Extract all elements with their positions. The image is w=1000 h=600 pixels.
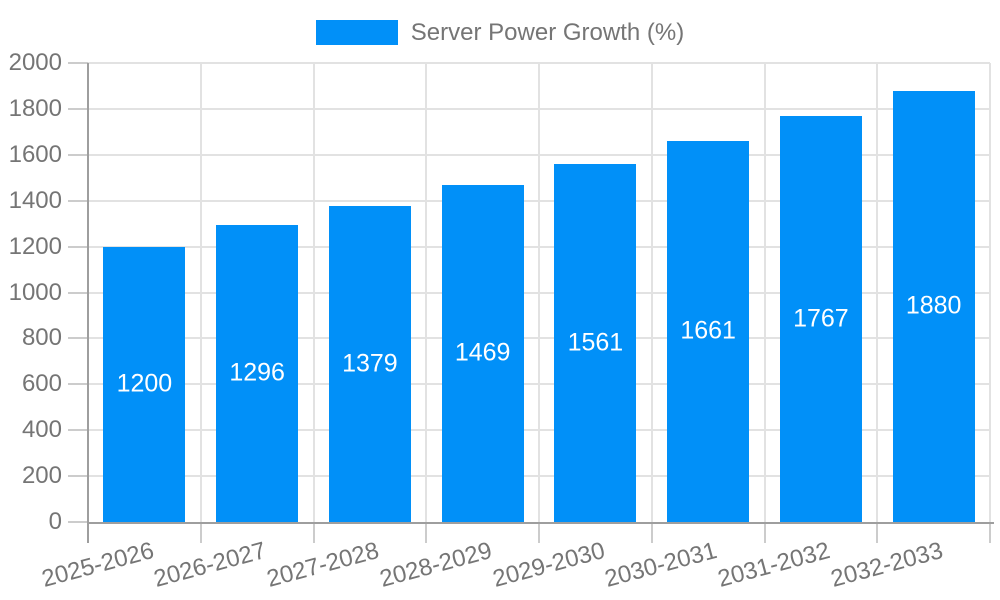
x-axis-category-label: 2025-2026 — [38, 537, 157, 593]
x-axis-category-label: 2028-2029 — [376, 537, 495, 593]
x-axis-category-label: 2026-2027 — [151, 537, 270, 593]
bar-value-label: 1296 — [229, 358, 285, 387]
gridline-vertical — [425, 63, 428, 522]
x-axis-category-label: 2032-2033 — [827, 537, 946, 593]
y-axis-tick-label: 800 — [21, 324, 62, 352]
x-axis-tick — [876, 524, 879, 543]
y-axis-tick — [68, 245, 88, 248]
gridline-vertical — [876, 63, 879, 522]
x-axis-tick — [312, 524, 315, 543]
y-axis-tick-label: 2000 — [8, 49, 62, 76]
y-axis-tick-label: 0 — [48, 508, 62, 535]
legend-swatch — [315, 20, 398, 45]
gridline-vertical — [312, 63, 315, 522]
gridline-vertical — [989, 63, 991, 522]
bar: 1469 — [441, 184, 524, 522]
y-axis-tick-label: 1000 — [8, 278, 62, 306]
y-axis-tick — [68, 383, 88, 386]
bar: 1767 — [779, 116, 862, 522]
gridline-vertical — [199, 63, 202, 522]
x-axis-tick — [989, 524, 991, 543]
legend: Server Power Growth (%) — [0, 18, 1000, 46]
bar-value-label: 1880 — [905, 291, 962, 320]
x-axis-line — [87, 522, 994, 524]
x-axis-category-label: 2031-2032 — [715, 537, 833, 593]
y-axis-tick — [68, 153, 88, 156]
y-axis-tick — [68, 199, 88, 202]
x-axis-category-label: 2027-2028 — [264, 537, 382, 593]
bar-value-label: 1767 — [793, 304, 849, 333]
x-axis-tick — [650, 524, 653, 543]
y-axis-tick-label: 600 — [21, 370, 62, 398]
y-axis-tick — [68, 475, 88, 478]
x-axis-tick — [538, 524, 540, 543]
bar: 1561 — [554, 163, 637, 522]
bar-value-label: 1561 — [567, 328, 624, 357]
y-axis-tick-label: 200 — [21, 462, 62, 490]
x-axis-category-label: 2029-2030 — [489, 537, 608, 593]
y-axis-tick — [68, 291, 88, 294]
y-axis-tick — [68, 429, 88, 432]
bar: 1880 — [892, 90, 975, 522]
x-axis-tick — [199, 524, 202, 543]
gridline-vertical — [763, 63, 766, 522]
x-axis-tick — [425, 524, 428, 543]
gridline-vertical — [538, 63, 540, 522]
gridline-vertical — [650, 63, 653, 522]
y-axis-line — [87, 63, 89, 543]
y-axis-tick-label: 1800 — [8, 94, 62, 122]
bar: 1200 — [103, 246, 186, 522]
bar-value-label: 1200 — [116, 369, 173, 398]
y-axis-tick-label: 1400 — [8, 186, 62, 214]
y-axis-tick — [68, 521, 88, 523]
bar-value-label: 1469 — [454, 338, 511, 367]
bar-value-label: 1661 — [680, 316, 736, 345]
x-axis-category-label: 2030-2031 — [602, 537, 721, 593]
legend-label: Server Power Growth (%) — [410, 18, 685, 46]
y-axis-tick — [68, 337, 88, 340]
bar: 1661 — [667, 140, 750, 522]
y-axis-tick — [68, 62, 88, 64]
bar: 1296 — [216, 224, 299, 522]
y-axis-tick-label: 1600 — [8, 140, 62, 168]
y-axis-tick — [68, 107, 88, 110]
x-axis-tick — [763, 524, 766, 543]
bar-value-label: 1379 — [342, 349, 398, 378]
bar: 1379 — [328, 205, 411, 522]
y-axis-tick-label: 400 — [21, 416, 62, 444]
y-axis-tick-label: 1200 — [8, 232, 62, 260]
